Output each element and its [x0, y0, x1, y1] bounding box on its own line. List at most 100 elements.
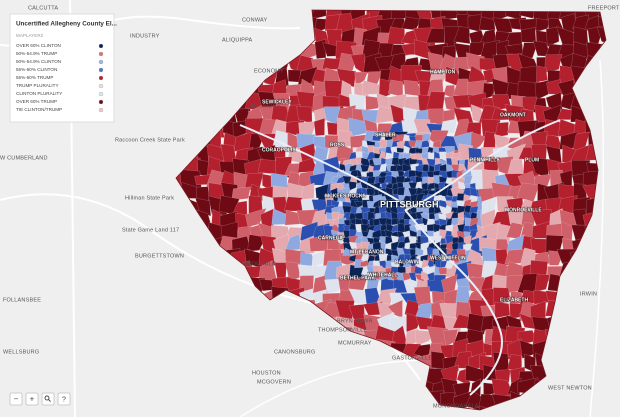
precinct — [534, 80, 549, 101]
place-label: INDUSTRY — [130, 33, 160, 39]
precinct — [378, 163, 387, 173]
town-label: BETHEL PARK — [340, 275, 375, 281]
precinct — [465, 364, 488, 383]
town-label: ELIZABETH — [500, 297, 528, 303]
place-label: BURGETTSTOWN — [135, 253, 184, 259]
town-label: MT LEBANON — [350, 249, 384, 255]
town-label: CORAOPOLIS — [262, 147, 296, 153]
precinct — [544, 54, 563, 73]
legend-layer: MAPLAYER2 — [16, 33, 44, 38]
precinct — [478, 16, 496, 31]
precinct — [494, 121, 509, 138]
place-label: THOMPSONVILLE — [318, 327, 367, 333]
legend-swatch — [98, 67, 104, 73]
precinct — [378, 78, 391, 100]
precinct — [195, 197, 212, 217]
town-label: ROSS — [330, 142, 345, 148]
place-label: BRYN MAWR — [337, 318, 373, 324]
legend-box — [9, 13, 115, 123]
precinct — [257, 158, 278, 175]
place-label: CANONSBURG — [274, 349, 315, 355]
precinct — [495, 369, 511, 383]
precinct — [314, 39, 327, 59]
town-label: HAMPTON — [430, 69, 456, 75]
control-button[interactable] — [25, 392, 39, 406]
precinct — [422, 133, 431, 142]
precinct — [362, 211, 370, 222]
control-button[interactable] — [57, 392, 71, 406]
town-label: PLUM — [525, 157, 539, 163]
precinct — [405, 265, 413, 274]
precinct — [402, 134, 411, 142]
precinct — [322, 57, 342, 70]
legend-swatch — [98, 75, 104, 81]
legend-label: TIE CLINTON/TRUMP — [16, 107, 62, 112]
place-label: Hillman State Park — [125, 195, 174, 201]
zoom-controls: − +? — [9, 392, 71, 406]
precinct — [231, 186, 251, 201]
precinct — [462, 243, 473, 252]
precinct — [414, 148, 425, 154]
place-label: HOUSTON — [252, 370, 281, 376]
place-label: IRWIN — [580, 291, 597, 297]
place-label: CALCUTTA — [28, 5, 58, 11]
precinct — [348, 241, 358, 250]
place-label: FREEPORT — [588, 5, 620, 11]
precinct — [494, 301, 511, 319]
town-label: OAKMONT — [500, 112, 526, 118]
precinct — [426, 28, 445, 44]
precinct — [452, 94, 474, 108]
control-label[interactable]: ? — [62, 396, 66, 403]
precinct — [348, 277, 368, 291]
place-label: MCDONALD — [243, 261, 276, 267]
precinct — [391, 218, 399, 226]
precinct — [247, 234, 267, 252]
precinct — [535, 18, 550, 33]
town-label: SHALER — [375, 132, 396, 138]
control-button[interactable] — [41, 392, 55, 406]
precinct — [545, 26, 560, 47]
precinct — [536, 65, 548, 83]
legend-swatch — [98, 59, 104, 65]
precinct — [373, 147, 381, 155]
precinct — [492, 17, 513, 34]
town-label: BALDWIN — [395, 259, 419, 265]
precinct — [520, 27, 537, 43]
legend-swatch — [98, 91, 104, 97]
legend-swatch — [98, 43, 104, 49]
place-label: ECONOMY — [254, 68, 284, 74]
town-label: MCKEES ROCKS — [325, 193, 367, 199]
town-label: PITTSBURGH — [380, 199, 439, 209]
place-label: MCGOVERN — [257, 379, 291, 385]
town-label: MONROEVILLE — [505, 207, 542, 213]
place-label: WEST NEWTON — [548, 385, 592, 391]
road — [589, 59, 605, 417]
town-label: PENN HILLS — [470, 157, 500, 163]
control-label[interactable]: + — [30, 395, 35, 404]
legend-label: OVER 60% CLINTON — [16, 43, 61, 48]
place-label: CONWAY — [242, 17, 267, 23]
place-label: MONONGAHELA — [433, 403, 479, 409]
control-button[interactable] — [9, 392, 23, 406]
search-icon[interactable] — [48, 399, 51, 402]
precinct — [427, 176, 435, 184]
control-label[interactable]: − — [14, 395, 19, 404]
legend-label: TRUMP PLURALITY — [16, 83, 59, 88]
precinct — [387, 26, 405, 45]
precinct — [439, 238, 447, 244]
search-icon[interactable] — [44, 395, 50, 401]
place-label: WELLSBURG — [3, 349, 39, 355]
legend-label: 50%-54.9% CLINTON — [16, 59, 61, 64]
labels: CALCUTTA INDUSTRY CONWAY ALIQUIPPA FREEPORT E… — [0, 5, 620, 409]
place-label: MCMURRAY — [338, 340, 372, 346]
precinct — [470, 131, 487, 153]
road — [239, 359, 431, 417]
precinct — [283, 163, 304, 177]
legend-label: 55%-60% CLINTON — [16, 67, 57, 72]
precinct — [313, 117, 325, 136]
place-label: W CUMBERLAND — [0, 155, 48, 161]
place-label: ALIQUIPPA — [222, 37, 253, 43]
legend-swatch — [98, 107, 104, 113]
town-label: CARNEGIE — [318, 235, 345, 241]
